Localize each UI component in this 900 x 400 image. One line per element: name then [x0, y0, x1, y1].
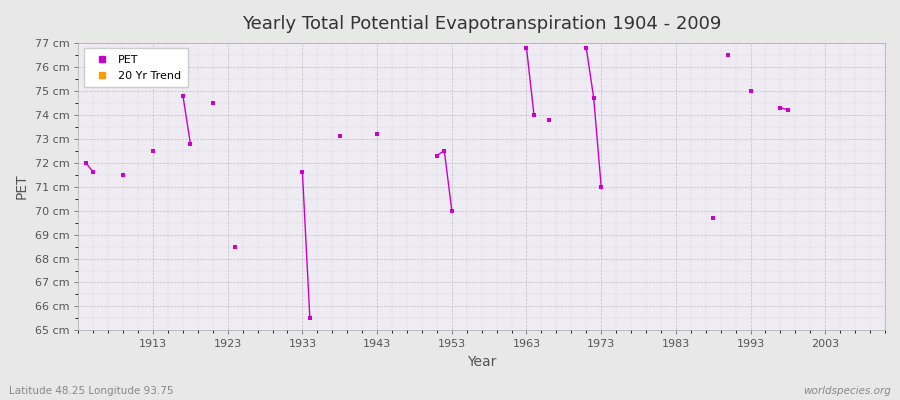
Y-axis label: PET: PET	[15, 174, 29, 200]
Text: worldspecies.org: worldspecies.org	[803, 386, 891, 396]
Title: Yearly Total Potential Evapotranspiration 1904 - 2009: Yearly Total Potential Evapotranspiratio…	[242, 15, 722, 33]
X-axis label: Year: Year	[467, 355, 497, 369]
Text: Latitude 48.25 Longitude 93.75: Latitude 48.25 Longitude 93.75	[9, 386, 174, 396]
Legend: PET, 20 Yr Trend: PET, 20 Yr Trend	[84, 48, 188, 87]
